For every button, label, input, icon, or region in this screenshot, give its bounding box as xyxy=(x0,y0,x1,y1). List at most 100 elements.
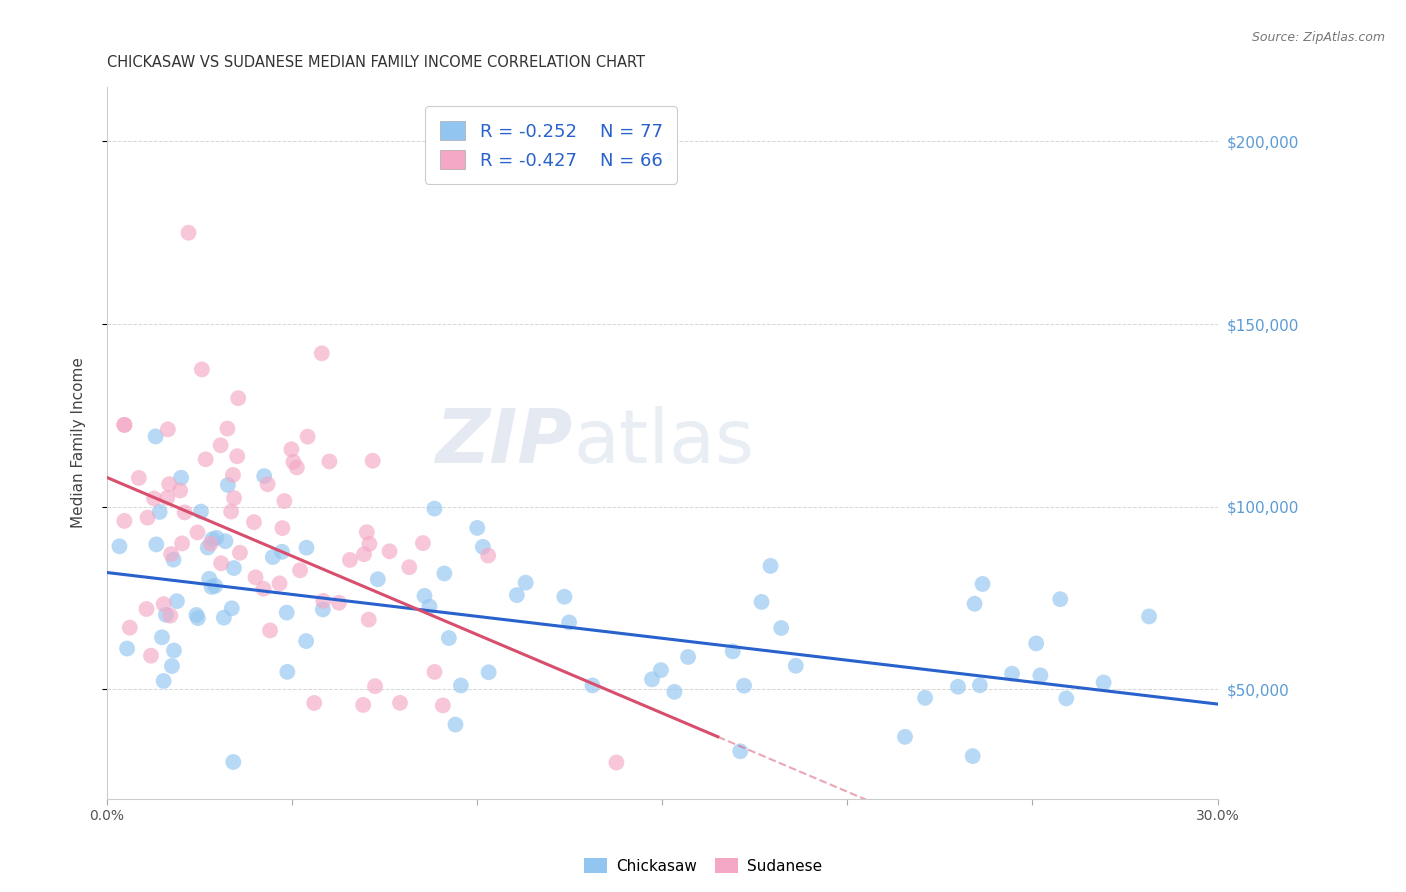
Point xyxy=(433,566,456,581)
Point xyxy=(170,536,193,550)
Point xyxy=(150,630,173,644)
Text: atlas: atlas xyxy=(574,407,755,479)
Point xyxy=(186,607,208,622)
Point xyxy=(676,649,699,664)
Text: Source: ZipAtlas.com: Source: ZipAtlas.com xyxy=(1251,31,1385,45)
Point xyxy=(361,454,384,468)
Point xyxy=(177,226,200,240)
Point xyxy=(963,597,986,611)
Point xyxy=(276,665,298,679)
Point xyxy=(271,545,294,559)
Point xyxy=(1137,609,1160,624)
Point xyxy=(288,563,311,577)
Point xyxy=(352,698,374,712)
Point xyxy=(359,537,381,551)
Point xyxy=(212,610,235,624)
Point xyxy=(155,607,177,622)
Point xyxy=(423,501,446,516)
Point xyxy=(186,525,208,540)
Point xyxy=(367,572,389,586)
Legend: Chickasaw, Sudanese: Chickasaw, Sudanese xyxy=(578,852,828,880)
Point xyxy=(200,580,222,594)
Point xyxy=(135,602,157,616)
Point xyxy=(222,491,245,505)
Point xyxy=(558,615,581,630)
Point xyxy=(149,505,172,519)
Point xyxy=(1001,666,1024,681)
Point xyxy=(152,597,174,611)
Point xyxy=(515,575,537,590)
Point xyxy=(145,537,167,551)
Point xyxy=(413,589,436,603)
Point xyxy=(506,588,529,602)
Point xyxy=(972,577,994,591)
Point xyxy=(152,673,174,688)
Point xyxy=(398,560,420,574)
Point xyxy=(388,696,411,710)
Point xyxy=(159,608,181,623)
Point xyxy=(118,621,141,635)
Point xyxy=(437,631,460,645)
Point xyxy=(432,698,454,713)
Point xyxy=(733,679,755,693)
Point xyxy=(170,471,193,485)
Point xyxy=(1025,636,1047,650)
Point xyxy=(259,624,281,638)
Text: CHICKASAW VS SUDANESE MEDIAN FAMILY INCOME CORRELATION CHART: CHICKASAW VS SUDANESE MEDIAN FAMILY INCO… xyxy=(107,55,645,70)
Point xyxy=(302,696,325,710)
Point xyxy=(194,452,217,467)
Point xyxy=(112,417,135,432)
Point xyxy=(204,579,226,593)
Point xyxy=(280,442,302,457)
Point xyxy=(226,449,249,463)
Point xyxy=(339,553,361,567)
Point xyxy=(478,665,501,680)
Point xyxy=(353,547,375,561)
Point xyxy=(217,421,239,435)
Point xyxy=(229,546,252,560)
Point xyxy=(318,454,340,468)
Point xyxy=(553,590,575,604)
Point xyxy=(162,552,184,566)
Point xyxy=(160,547,183,561)
Point xyxy=(163,643,186,657)
Point xyxy=(728,744,751,758)
Point xyxy=(894,730,917,744)
Point xyxy=(328,596,350,610)
Point xyxy=(145,429,167,443)
Point xyxy=(200,536,222,550)
Legend: R = -0.252    N = 77, R = -0.427    N = 66: R = -0.252 N = 77, R = -0.427 N = 66 xyxy=(426,106,678,184)
Point xyxy=(364,679,387,693)
Point xyxy=(157,477,180,491)
Point xyxy=(205,531,228,545)
Point xyxy=(197,541,219,555)
Point xyxy=(283,455,305,469)
Point xyxy=(751,595,773,609)
Point xyxy=(770,621,793,635)
Point xyxy=(962,749,984,764)
Point xyxy=(312,594,335,608)
Point xyxy=(136,510,159,524)
Point xyxy=(285,460,308,475)
Point xyxy=(444,717,467,731)
Point xyxy=(1049,592,1071,607)
Point xyxy=(115,641,138,656)
Point xyxy=(664,685,686,699)
Point xyxy=(114,417,136,432)
Point xyxy=(946,680,969,694)
Point xyxy=(312,602,335,616)
Point xyxy=(198,572,221,586)
Point xyxy=(253,469,276,483)
Point xyxy=(112,514,135,528)
Point xyxy=(969,678,991,692)
Point xyxy=(160,659,183,673)
Point xyxy=(412,536,434,550)
Point xyxy=(465,521,488,535)
Point xyxy=(378,544,401,558)
Point xyxy=(785,658,807,673)
Point xyxy=(357,613,380,627)
Point xyxy=(243,515,266,529)
Point xyxy=(1029,668,1052,682)
Point xyxy=(1092,675,1115,690)
Point xyxy=(139,648,162,663)
